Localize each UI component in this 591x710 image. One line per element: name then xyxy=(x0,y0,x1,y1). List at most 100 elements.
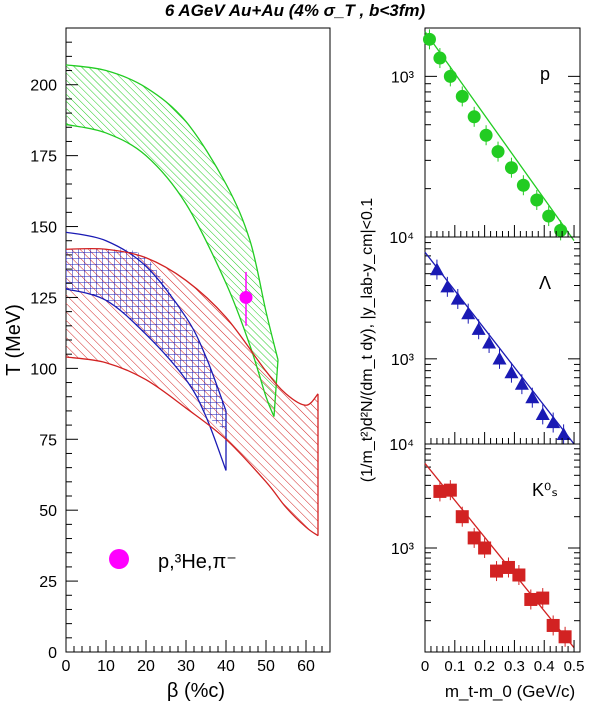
x-tick-label: 0 xyxy=(62,658,71,675)
y-tick-label: 125 xyxy=(30,290,57,307)
data-point-triangle xyxy=(514,377,529,390)
data-point-triangle xyxy=(471,322,486,335)
data-point-triangle xyxy=(546,415,561,429)
data-point-triangle xyxy=(525,390,540,404)
data-point-circle xyxy=(443,69,457,83)
log-tick-label: 10³ xyxy=(391,541,415,558)
data-point-square xyxy=(536,591,550,605)
data-point-circle xyxy=(422,32,436,46)
data-point-circle xyxy=(479,128,493,142)
data-point-square xyxy=(558,630,572,644)
right-x-tick-label: 0.3 xyxy=(504,658,525,675)
data-point-triangle xyxy=(492,351,507,365)
data-point-square xyxy=(455,510,469,524)
panel-particle-label: p xyxy=(540,64,550,84)
proton-spectrum-panel: 10³ p xyxy=(391,27,581,241)
x-axis-label: β (%c) xyxy=(167,680,225,702)
data-point-circle xyxy=(433,51,447,65)
data-point-triangle xyxy=(450,291,465,305)
data-point-square xyxy=(443,483,457,497)
data-point-circle xyxy=(467,110,481,124)
data-point-marker xyxy=(239,290,253,304)
data-point-square xyxy=(478,541,492,555)
x-tick-label: 50 xyxy=(257,658,275,675)
data-point-circle xyxy=(455,89,469,103)
data-point-circle xyxy=(504,161,518,175)
data-point-triangle xyxy=(440,279,455,293)
log-tick-label: 10⁴ xyxy=(389,437,414,454)
blue-band-upper-edge xyxy=(66,231,227,412)
panel-particle-label: Λ xyxy=(539,273,551,293)
y-axis-label: T (MeV) xyxy=(3,304,25,376)
y-axis-ticks: 0 25 50 75 100 125 150 175 200 xyxy=(30,27,78,662)
data-point-triangle xyxy=(461,306,476,320)
red-band-fill xyxy=(66,248,318,536)
legend-marker xyxy=(109,549,129,569)
y-tick-label: 175 xyxy=(30,149,57,166)
data-point-triangle xyxy=(504,365,519,379)
right-x-tick-label: 0.4 xyxy=(534,658,555,675)
panel-frame xyxy=(424,236,581,445)
log-tick-label: 10⁴ xyxy=(389,230,414,247)
data-point-circle xyxy=(530,193,544,207)
y-tick-label: 150 xyxy=(30,220,57,237)
x-tick-label: 20 xyxy=(137,658,155,675)
green-band-fill xyxy=(66,64,278,417)
fit-line xyxy=(424,31,575,241)
right-x-axis-label: m_t-m_0 (GeV/c) xyxy=(445,682,575,701)
data-point-triangle xyxy=(535,407,550,420)
legend-label: p,³He,π⁻ xyxy=(158,551,237,573)
data-point-triangle xyxy=(482,335,497,349)
kaon-spectrum-panel: 10⁴ 10³ K⁰ₛ xyxy=(389,437,581,653)
data-point-square xyxy=(501,560,515,574)
shared-y-axis-label: (1/m_t²)d²N/(dm_t dy), |y_lab-y_cm|<0.1 xyxy=(359,198,376,482)
overlap-crosshatch xyxy=(66,248,226,431)
green-band-upper-edge xyxy=(66,64,279,361)
y-tick-label: 100 xyxy=(30,361,57,378)
data-point-circle xyxy=(516,178,530,192)
y-tick-label: 25 xyxy=(39,574,57,591)
right-x-tick-label: 0.1 xyxy=(444,658,465,675)
data-point-group xyxy=(239,271,253,326)
y-tick-label: 0 xyxy=(48,645,57,662)
lambda-spectrum-panel: 10⁴ 10³ Λ xyxy=(389,230,581,445)
y-tick-label: 75 xyxy=(39,432,57,449)
right-x-tick-label: 0 xyxy=(421,658,429,675)
green-band-lower-edge xyxy=(66,123,275,417)
right-x-tick-label: 0.5 xyxy=(564,658,585,675)
log-tick-label: 10³ xyxy=(391,69,415,86)
blue-band-lower-edge xyxy=(66,288,227,471)
data-point-square xyxy=(512,568,526,582)
data-point-square xyxy=(490,564,504,578)
x-axis-ticks: 0 10 20 30 40 50 60 xyxy=(62,640,323,675)
y-tick-label: 200 xyxy=(30,78,57,95)
y-tick-label: 50 xyxy=(39,503,57,520)
panel-frame xyxy=(424,27,581,238)
data-point-circle xyxy=(491,145,505,159)
data-point-square xyxy=(546,618,560,632)
chart-title: 6 AGeV Au+Au (4% σ_T , b<3fm) xyxy=(165,1,426,20)
parameter-bands xyxy=(66,64,319,537)
right-x-axis-ticks: 0 0.1 0.2 0.3 0.4 0.5 xyxy=(421,225,585,675)
x-tick-label: 60 xyxy=(297,658,315,675)
log-tick-label: 10³ xyxy=(391,352,415,369)
red-band-lower-edge xyxy=(66,356,319,537)
x-tick-label: 10 xyxy=(97,658,115,675)
data-point-circle xyxy=(542,209,556,223)
right-x-tick-label: 0.2 xyxy=(474,658,495,675)
x-tick-label: 30 xyxy=(177,658,195,675)
data-point-square xyxy=(524,592,538,606)
data-point-triangle xyxy=(429,262,444,276)
fit-line xyxy=(424,251,575,445)
panel-particle-label: K⁰ₛ xyxy=(532,480,558,500)
data-point-triangle xyxy=(556,427,571,440)
data-point-square xyxy=(433,484,447,498)
temperature-vs-beta-panel: 0 10 20 30 40 50 60 0 25 50 75 100 125 150 175 200 β (… xyxy=(3,27,331,702)
x-tick-label: 40 xyxy=(217,658,235,675)
green-band-end-edge xyxy=(273,359,279,417)
data-point-circle xyxy=(554,223,568,237)
data-point-square xyxy=(467,531,481,545)
red-band-upper-edge xyxy=(66,247,319,406)
